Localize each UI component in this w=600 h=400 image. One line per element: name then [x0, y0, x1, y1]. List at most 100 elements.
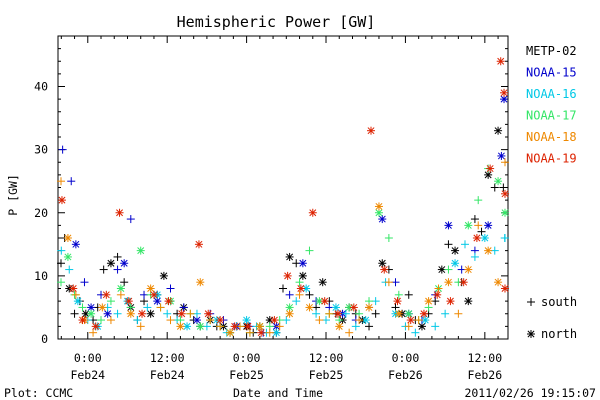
data-point: [57, 177, 65, 186]
x-tick-date-label: Feb25: [229, 368, 264, 382]
data-point: [146, 309, 155, 318]
data-point: [325, 309, 334, 318]
data-point: [444, 240, 453, 249]
y-axis: 0 10 20 30 40: [34, 35, 508, 346]
data-point: [58, 145, 67, 154]
data-point: [305, 246, 314, 255]
timestamp-label: 2011/02/26 19:15:07: [464, 386, 596, 400]
data-point: [106, 316, 115, 325]
data-point: [166, 316, 175, 325]
data-point: [176, 322, 185, 331]
asterisk-symbol-icon: [527, 330, 535, 338]
data-point: [270, 316, 279, 325]
data-point: [89, 328, 98, 337]
data-point: [166, 284, 175, 293]
data-point: [490, 183, 499, 192]
x-tick-time-label: 12:00: [468, 351, 503, 365]
data-point: [138, 309, 147, 318]
y-tick-label: 0: [41, 332, 48, 346]
data-point: [433, 290, 442, 299]
data-point: [349, 303, 358, 312]
data-point: [285, 252, 294, 261]
data-point: [378, 259, 387, 268]
data-point: [444, 265, 453, 274]
data-point: [115, 208, 124, 217]
x-axis-label: Date and Time: [233, 386, 323, 400]
x-tick-time-label: 12:00: [150, 351, 185, 365]
data-point: [164, 297, 173, 306]
data-point: [464, 265, 473, 274]
data-point: [106, 259, 115, 268]
data-point: [451, 259, 460, 268]
data-point: [494, 278, 503, 287]
data-point: [120, 278, 129, 287]
data-point: [143, 303, 152, 312]
data-point: [451, 246, 460, 255]
data-point: [477, 227, 486, 236]
data-point: [204, 309, 213, 318]
data-point: [380, 265, 389, 274]
data-point: [315, 316, 324, 325]
data-point: [103, 309, 112, 318]
data-point: [285, 290, 294, 299]
data-point: [163, 309, 172, 318]
data-point: [393, 297, 402, 306]
y-axis-label: P [GW]: [6, 174, 20, 216]
data-point: [87, 309, 96, 318]
data-point: [501, 284, 509, 293]
data-point: [116, 290, 125, 299]
data-point: [404, 290, 413, 299]
legend-entry: NOAA-19: [526, 152, 577, 166]
data-point: [501, 189, 509, 198]
data-point: [331, 303, 340, 312]
data-point: [295, 290, 304, 299]
data-point: [243, 322, 252, 331]
x-axis: 0:00 Feb24 12:00 Feb24 0:00 Feb25 12:00 Feb25 0:…: [60, 36, 503, 382]
data-point: [333, 309, 342, 318]
data-point: [484, 221, 493, 230]
x-tick-date-label: Feb26: [468, 368, 503, 382]
data-point: [113, 265, 122, 274]
data-point: [265, 328, 274, 337]
y-tick-label: 30: [34, 143, 48, 157]
data-point: [87, 303, 96, 312]
data-point: [404, 322, 413, 331]
data-point: [257, 328, 266, 337]
data-point: [404, 309, 413, 318]
symbol-legend: south north: [527, 295, 577, 341]
data-point: [318, 278, 327, 287]
plot-frame: [57, 35, 509, 340]
data-point: [206, 316, 215, 325]
x-tick-date-label: Feb25: [309, 368, 344, 382]
data-point: [446, 297, 455, 306]
data-point: [374, 202, 383, 211]
data-point: [285, 309, 294, 318]
legend: METP-02 NOAA-15 NOAA-16 NOAA-17 NOAA-18 NOAA-…: [526, 44, 577, 166]
data-point: [285, 303, 294, 312]
data-point: [156, 303, 165, 312]
data-point: [411, 328, 420, 337]
data-point: [279, 284, 287, 293]
data-point: [501, 208, 509, 217]
legend-entry: METP-02: [526, 44, 577, 58]
data-point: [371, 309, 380, 318]
x-tick-date-label: Feb26: [388, 368, 423, 382]
y-tick-label: 10: [34, 269, 48, 283]
data-point: [63, 252, 72, 261]
data-point: [367, 126, 376, 135]
data-point: [298, 259, 307, 268]
data-point: [302, 284, 311, 293]
plot-source-label: Plot: CCMC: [4, 386, 73, 400]
data-point: [486, 164, 495, 173]
data-point: [216, 316, 225, 325]
data-point: [441, 309, 450, 318]
data-point: [78, 316, 87, 325]
data-point: [394, 290, 403, 299]
data-point: [255, 322, 264, 331]
x-tick-time-label: 0:00: [392, 351, 420, 365]
data-point: [351, 322, 360, 331]
data-point: [73, 297, 82, 306]
data-point: [98, 303, 107, 312]
data-point: [97, 316, 106, 325]
chart-title: Hemispheric Power [GW]: [177, 13, 376, 31]
